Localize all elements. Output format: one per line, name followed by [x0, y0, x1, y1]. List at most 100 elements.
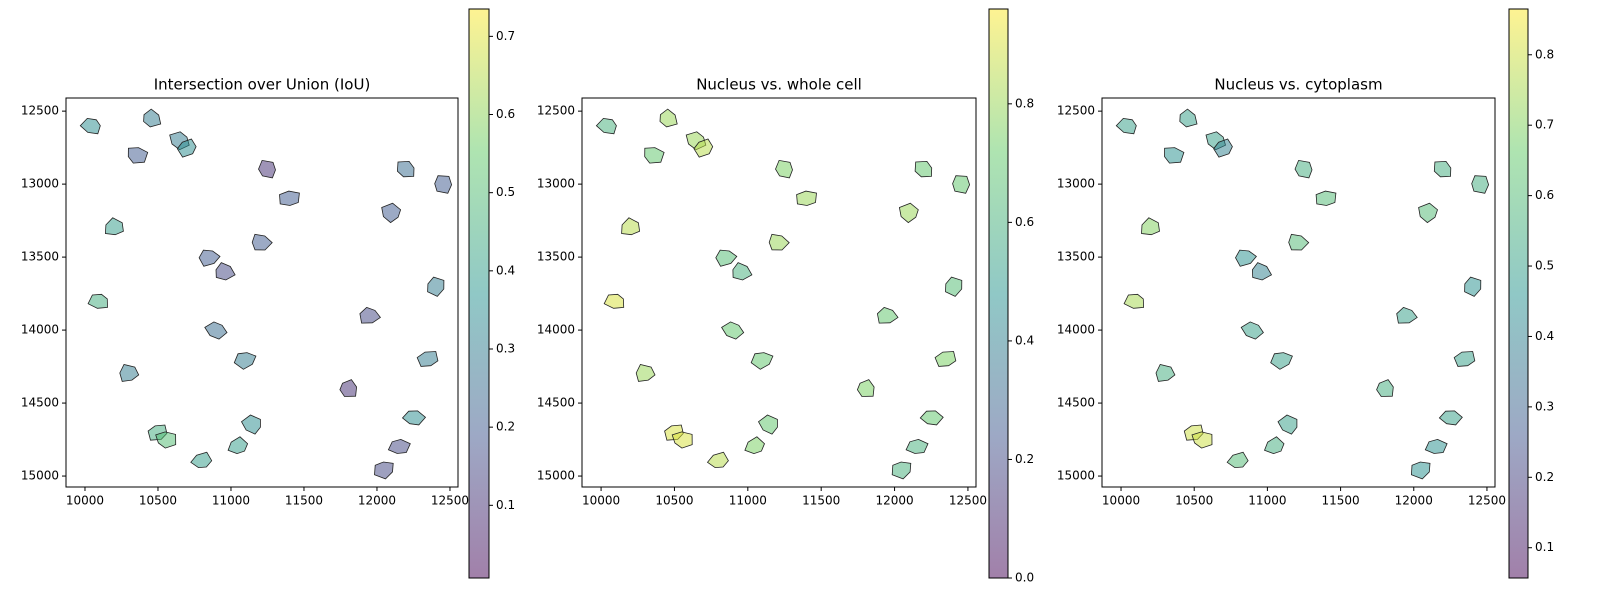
- cell: [204, 321, 228, 340]
- cell: [796, 190, 817, 206]
- cell: [1251, 262, 1273, 281]
- cell: [258, 159, 276, 179]
- cell: [227, 436, 249, 455]
- colorbar-tick-label: 0.7: [496, 29, 515, 43]
- chart-title: Nucleus vs. whole cell: [696, 76, 862, 94]
- colorbar-tick-label: 0.6: [496, 107, 515, 121]
- cell: [721, 321, 745, 340]
- cell: [1396, 306, 1418, 324]
- cell: [198, 249, 221, 267]
- cell: [1433, 160, 1452, 178]
- colorbar-tick-label: 0.5: [1535, 259, 1554, 273]
- colorbar-tick-label: 0.1: [496, 498, 515, 512]
- colorbar: [468, 8, 490, 579]
- cell: [1424, 438, 1448, 454]
- cells: [79, 108, 453, 480]
- y-tick-label: 14500: [537, 396, 575, 410]
- cell: [1123, 293, 1145, 309]
- colorbar-tick-label: 0.5: [496, 185, 515, 199]
- cell: [768, 233, 790, 251]
- cell: [693, 138, 714, 158]
- cell: [898, 202, 919, 224]
- x-tick-label: 10500: [139, 494, 177, 508]
- cell: [1164, 147, 1185, 164]
- axes-frame: [1101, 97, 1496, 488]
- y-tick-label: 13000: [537, 177, 575, 191]
- cell: [1376, 379, 1394, 397]
- cell: [215, 262, 236, 281]
- x-tick-label: 10500: [1175, 494, 1213, 508]
- x-tick-label: 12000: [1395, 494, 1433, 508]
- cell: [914, 160, 933, 178]
- x-tick-label: 11000: [1248, 494, 1286, 508]
- y-tick-label: 13500: [1057, 250, 1095, 264]
- y-tick-label: 15000: [21, 469, 59, 483]
- cell: [635, 364, 656, 382]
- x-tick-label: 12000: [875, 494, 913, 508]
- cell: [1453, 351, 1476, 367]
- y-tick-label: 12500: [1057, 104, 1095, 118]
- x-tick-label: 11500: [1321, 494, 1359, 508]
- cell: [1294, 159, 1313, 179]
- cell: [190, 451, 213, 469]
- chart-title: Nucleus vs. cytoplasm: [1214, 76, 1382, 94]
- cell: [1464, 276, 1482, 297]
- y-tick-label: 13000: [1057, 177, 1095, 191]
- cell: [750, 352, 774, 370]
- cell: [339, 379, 358, 397]
- cell: [706, 451, 729, 469]
- cell: [876, 306, 899, 324]
- cell: [744, 436, 765, 455]
- x-tick-label: 12000: [358, 494, 396, 508]
- cell: [1418, 202, 1438, 224]
- colorbar-tick-label: 0.2: [1535, 470, 1554, 484]
- cell: [233, 352, 257, 370]
- cell: [952, 175, 971, 194]
- cell: [416, 351, 439, 367]
- cell: [671, 431, 693, 449]
- colorbar-tick-label: 0.4: [1535, 329, 1554, 343]
- colorbar-tick-label: 0.7: [1535, 118, 1554, 132]
- cell: [1438, 410, 1463, 426]
- cell: [595, 117, 617, 135]
- y-tick-label: 15000: [537, 469, 575, 483]
- cell: [891, 461, 912, 480]
- cell: [934, 351, 957, 367]
- cell: [1235, 249, 1257, 267]
- cell: [387, 438, 411, 454]
- axes-frame: [581, 97, 977, 488]
- y-tick-label: 15000: [1057, 469, 1095, 483]
- cell: [1270, 352, 1293, 370]
- colorbar: [1508, 8, 1529, 579]
- colorbar-tick-label: 0.4: [1015, 333, 1034, 347]
- cell: [251, 233, 273, 251]
- cell: [775, 159, 793, 179]
- x-tick-label: 10000: [582, 494, 620, 508]
- cell: [1115, 117, 1137, 135]
- x-tick-label: 10500: [655, 494, 693, 508]
- cell: [396, 160, 415, 178]
- colorbar-tick-label: 0.6: [1015, 215, 1034, 229]
- cell: [87, 293, 108, 309]
- cell: [143, 108, 162, 128]
- cell: [1471, 175, 1490, 194]
- cell: [715, 249, 738, 267]
- cell: [1240, 321, 1264, 340]
- cell: [1263, 436, 1285, 455]
- cell: [603, 293, 625, 309]
- y-tick-label: 14500: [21, 396, 59, 410]
- cell: [1213, 138, 1233, 158]
- y-tick-label: 13000: [21, 177, 59, 191]
- colorbar: [988, 8, 1009, 579]
- cell: [240, 414, 261, 435]
- y-tick-label: 14000: [1057, 323, 1095, 337]
- cell: [1155, 364, 1176, 382]
- colorbar-tick-label: 0.2: [1015, 452, 1034, 466]
- colorbar-tick-label: 0.8: [1015, 96, 1034, 110]
- cell: [945, 276, 963, 297]
- cell: [644, 147, 665, 164]
- chart-title: Intersection over Union (IoU): [154, 76, 371, 94]
- cell: [279, 190, 300, 206]
- colorbar-tick-label: 0.4: [496, 263, 515, 277]
